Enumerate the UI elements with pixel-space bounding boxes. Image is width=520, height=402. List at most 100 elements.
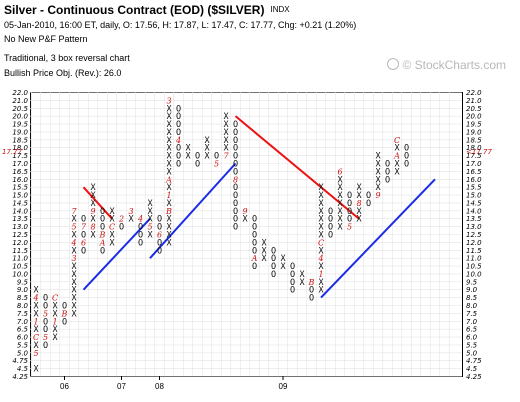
x-box: X xyxy=(261,254,267,264)
x-box: X xyxy=(33,309,39,319)
o-box: O xyxy=(328,223,333,233)
o-box: O xyxy=(290,278,295,288)
x-box: X xyxy=(375,152,381,162)
o-box: O xyxy=(233,144,238,154)
x-box: X xyxy=(337,215,343,225)
y-axis-left: 22.021.020.520.019.519.018.518.017.517.0… xyxy=(2,89,29,381)
bullish-support-trendline xyxy=(82,218,151,291)
y-tick-left: 4.5 xyxy=(17,365,29,373)
x-box: X xyxy=(318,246,324,256)
month-marker: 4 xyxy=(137,215,143,224)
x-box: X xyxy=(318,286,324,296)
y-tick-left: 17.0 xyxy=(12,160,28,168)
x-box: X xyxy=(71,294,77,304)
x-box: X xyxy=(280,254,286,264)
x-box: X xyxy=(261,246,267,256)
o-box: O xyxy=(252,215,257,225)
o-box: O xyxy=(252,238,257,248)
o-box: O xyxy=(233,167,238,177)
x-box: X xyxy=(337,183,343,193)
month-marker: B xyxy=(308,278,315,287)
o-box: O xyxy=(271,254,276,264)
month-marker: 3 xyxy=(166,96,171,105)
x-box: X xyxy=(166,136,172,146)
y-tick-left: 9.0 xyxy=(17,286,29,294)
x-box: X xyxy=(318,207,324,217)
x-box: X xyxy=(33,325,39,335)
y-tick-right: 19.5 xyxy=(466,121,482,129)
x-box: X xyxy=(166,144,172,154)
x-box: X xyxy=(394,167,400,177)
o-box: O xyxy=(62,302,67,312)
o-box: O xyxy=(176,120,181,130)
x-box: X xyxy=(71,270,77,280)
y-tick-left: 6.0 xyxy=(17,334,29,342)
x-box: X xyxy=(33,341,39,351)
month-marker: 4 xyxy=(317,254,323,263)
o-box: O xyxy=(366,199,371,209)
y-tick-left: 10.0 xyxy=(12,270,28,278)
y-tick-right: 15.5 xyxy=(466,184,482,192)
o-box: O xyxy=(138,223,143,233)
x-box: X xyxy=(337,191,343,201)
y-tick-left: 11.5 xyxy=(12,247,28,255)
x-box: X xyxy=(337,175,343,185)
x-box: X xyxy=(318,278,324,288)
x-box: X xyxy=(147,215,153,225)
x-box: X xyxy=(166,238,172,248)
chart-title: Silver - Continuous Contract (EOD) ($SIL… xyxy=(4,3,290,17)
month-marker: 4 xyxy=(175,136,181,145)
o-box: O xyxy=(366,191,371,201)
x-box: X xyxy=(299,278,305,288)
y-tick-left: 7.0 xyxy=(17,318,29,326)
y-tick-left: 7.5 xyxy=(17,310,29,318)
x-box: X xyxy=(71,286,77,296)
x-box: X xyxy=(337,207,343,217)
month-marker: 5 xyxy=(147,223,152,232)
o-box: O xyxy=(290,262,295,272)
y-tick-left: 10.5 xyxy=(12,263,28,271)
x-box: X xyxy=(166,112,172,122)
y-tick-left: 22.0 xyxy=(12,89,28,97)
y-tick-left: 5.0 xyxy=(17,349,29,357)
price-objective: Bullish Price Obj. (Rev.): 26.0 xyxy=(4,68,122,78)
y-tick-left: 15.0 xyxy=(12,192,28,200)
x-box: X xyxy=(147,199,153,209)
o-box: O xyxy=(233,128,238,138)
trendlines xyxy=(82,115,436,299)
x-box: X xyxy=(299,270,305,280)
o-box: O xyxy=(347,215,352,225)
x-box: X xyxy=(71,302,77,312)
month-marker: 5 xyxy=(33,349,38,358)
y-tick-right: 16.0 xyxy=(466,176,482,184)
o-box: O xyxy=(81,215,86,225)
x-box: X xyxy=(204,144,210,154)
x-box: X xyxy=(185,144,191,154)
x-box: X xyxy=(128,215,134,225)
o-box: O xyxy=(233,160,238,170)
y-tick-right: 14.0 xyxy=(466,207,482,215)
bearish-resistance-trendline xyxy=(234,115,360,220)
x-box: X xyxy=(204,136,210,146)
y-tick-left: 16.0 xyxy=(12,176,28,184)
x-box: X xyxy=(166,199,172,209)
o-box: O xyxy=(309,294,314,304)
x-box: X xyxy=(71,278,77,288)
o-box: O xyxy=(138,231,143,241)
x-box: X xyxy=(337,199,343,209)
chart-method: Traditional, 3 box reversal chart xyxy=(4,53,130,63)
y-tick-right: 16.5 xyxy=(466,168,482,176)
x-box: X xyxy=(166,167,172,177)
month-marker: 6 xyxy=(337,167,342,176)
o-box: O xyxy=(157,223,162,233)
y-tick-right: 4.75 xyxy=(466,357,482,365)
o-box: O xyxy=(347,199,352,209)
x-box: X xyxy=(52,333,58,343)
y-tick-right: 8.5 xyxy=(466,294,478,302)
o-box: O xyxy=(271,262,276,272)
x-box: X xyxy=(223,112,229,122)
